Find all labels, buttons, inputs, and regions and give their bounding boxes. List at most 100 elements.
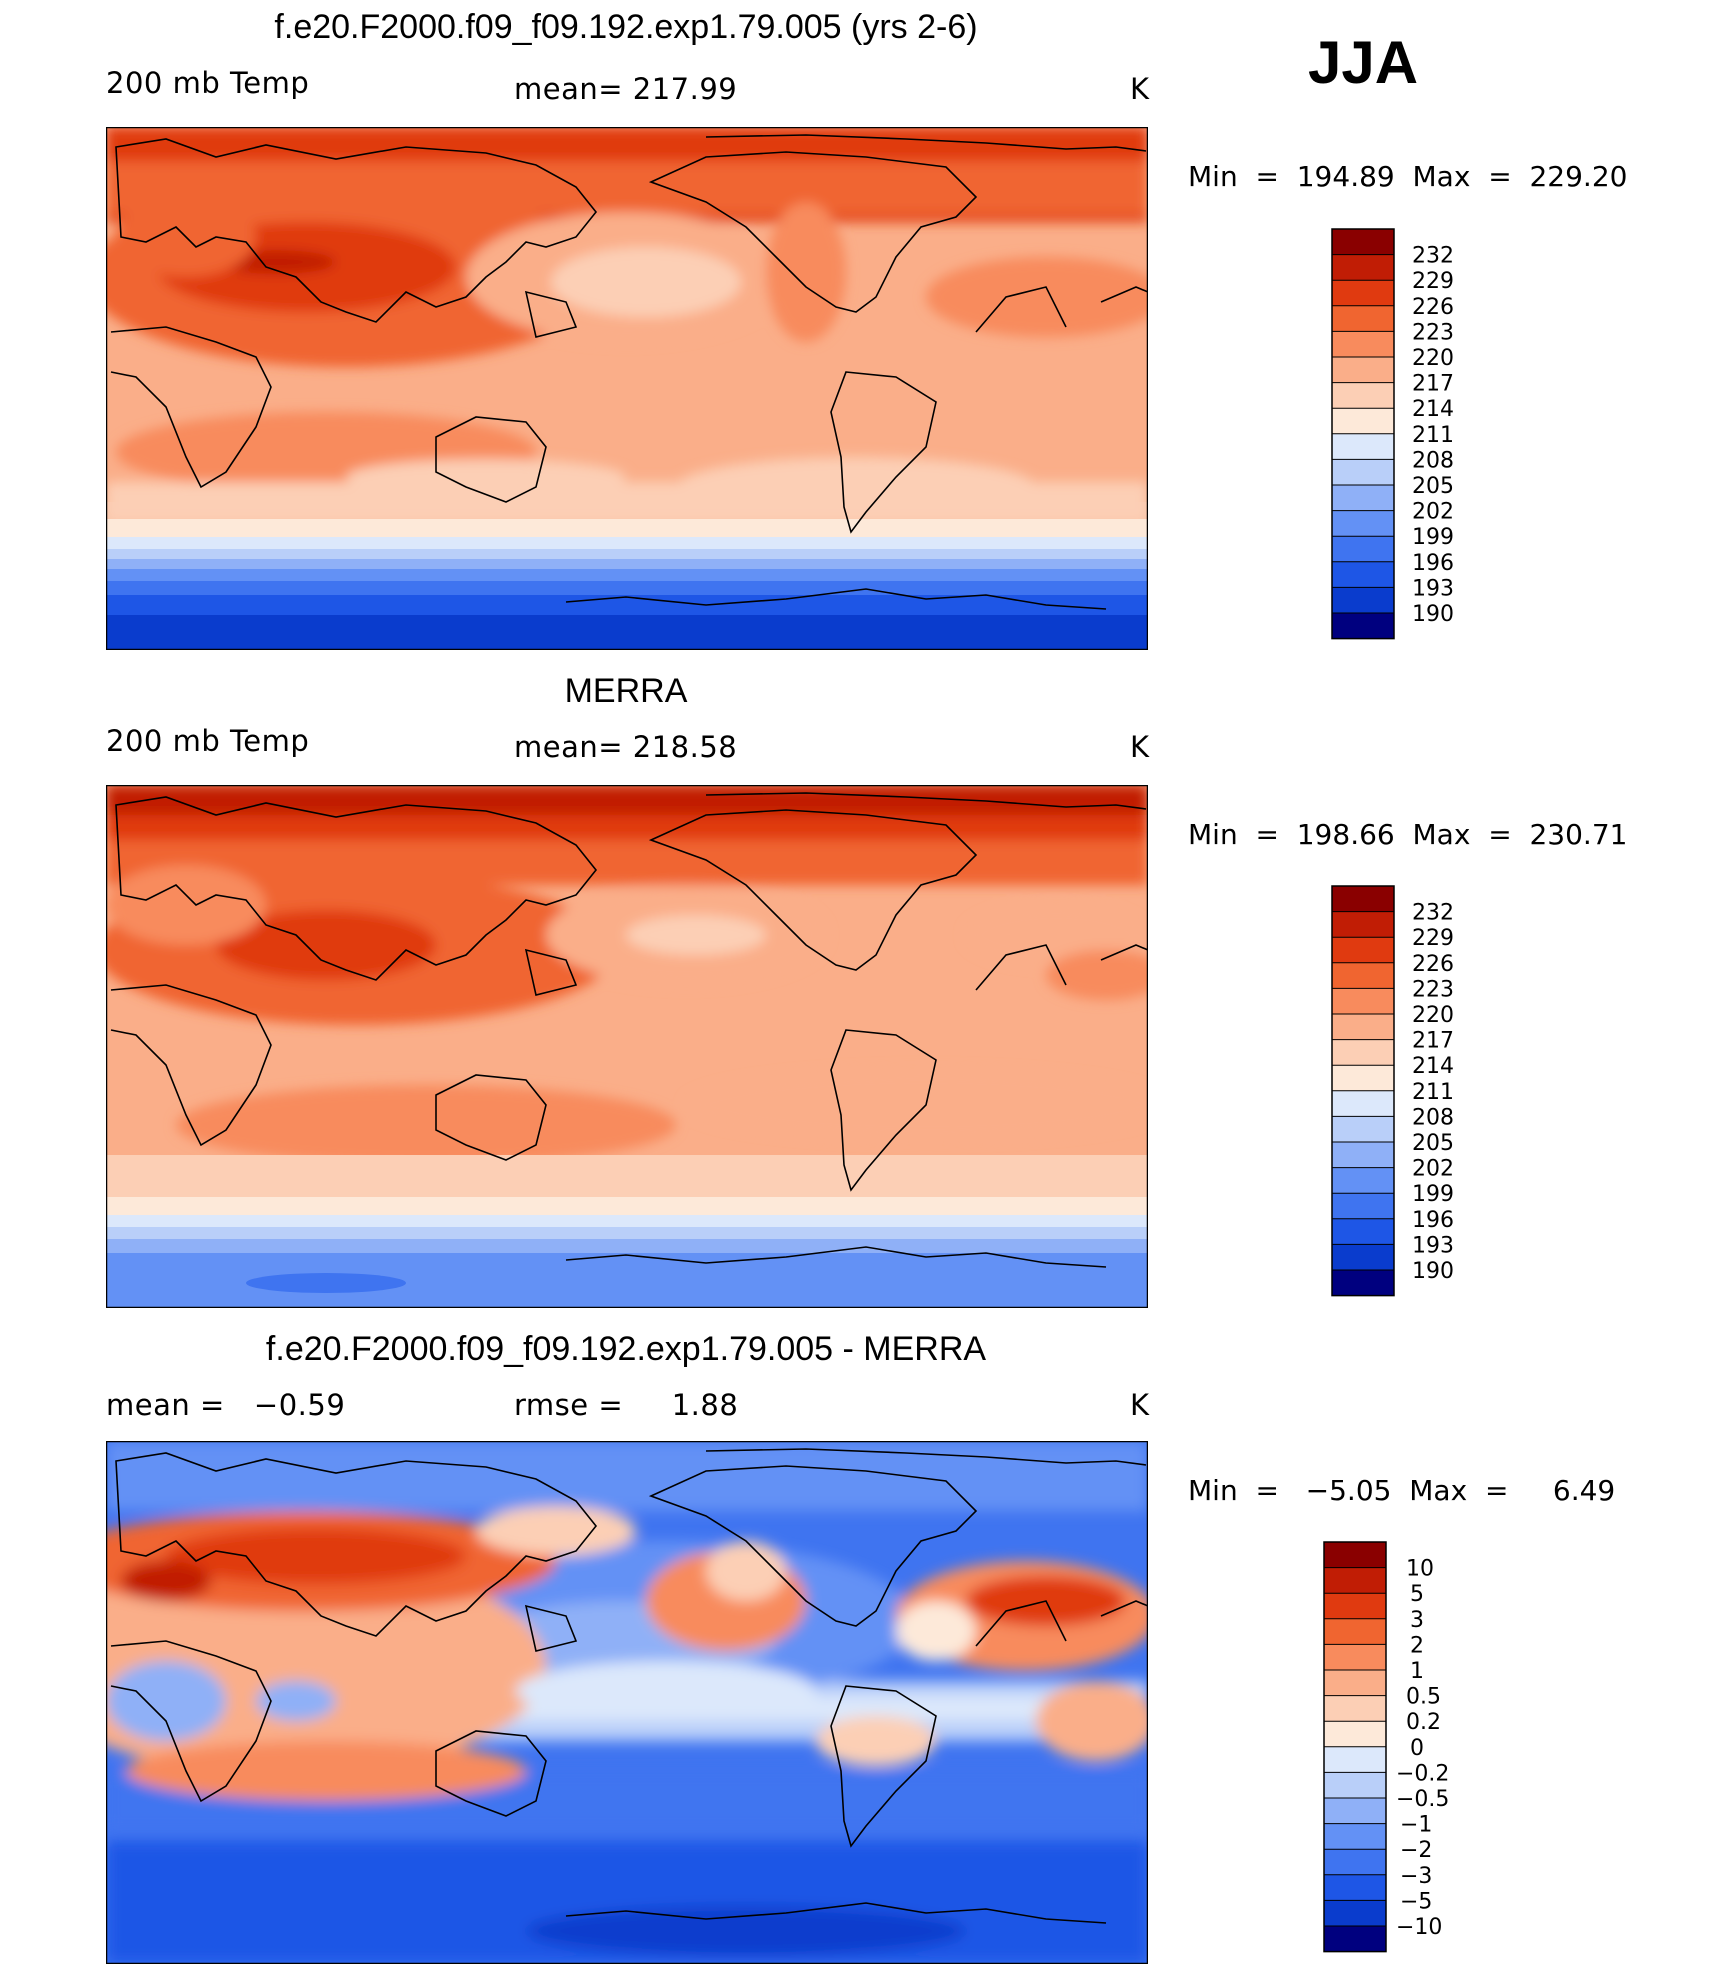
cbar2-swatch <box>1332 886 1394 912</box>
cbar2-label: 193 <box>1412 1233 1454 1258</box>
panel-2-min-max: Min = 198.66 Max = 230.71 <box>1188 818 1628 851</box>
cbar3-label: −2 <box>1400 1838 1432 1863</box>
cbar1-label: 211 <box>1412 423 1454 448</box>
cbar2-swatch <box>1332 1090 1394 1117</box>
cbar1-swatch <box>1332 229 1394 255</box>
cbar1-label: 202 <box>1412 500 1454 525</box>
cbar3-swatch <box>1324 1721 1386 1747</box>
cbar2-label: 208 <box>1412 1105 1454 1130</box>
panel-2-title: MERRA <box>564 672 688 710</box>
cbar1-label: 214 <box>1412 397 1454 422</box>
cbar1-swatch <box>1332 485 1394 511</box>
panel-2-units: K <box>1130 730 1150 764</box>
cbar2-label: 199 <box>1412 1182 1454 1207</box>
cbar3-swatch <box>1324 1542 1386 1568</box>
cbar1-swatch <box>1332 433 1394 460</box>
cbar1-label: 220 <box>1412 346 1454 371</box>
cbar3-label: −0.2 <box>1396 1761 1449 1786</box>
cbar1-swatch <box>1332 357 1394 383</box>
cbar1-label: 190 <box>1412 602 1454 627</box>
cbar2-swatch <box>1332 1039 1394 1066</box>
cbar3-label: 1 <box>1410 1659 1424 1684</box>
cbar3-label: −1 <box>1400 1813 1432 1838</box>
cbar3-swatch <box>1324 1695 1386 1722</box>
panel-2-variable: 200 mb Temp <box>106 724 310 758</box>
cbar3-label: −5 <box>1400 1889 1432 1914</box>
panel-3-colorbar: 10 5 3 2 1 0.5 0.2 0 −0.2 −0.5 −1 −2 −3 … <box>1323 1541 1449 1953</box>
cbar2-label: 232 <box>1412 901 1454 926</box>
cbar2-swatch <box>1332 1244 1394 1270</box>
cbar2-swatch <box>1332 962 1394 989</box>
cbar3-swatch <box>1324 1823 1386 1850</box>
cbar2-swatch <box>1332 1142 1394 1168</box>
panel-2-map <box>106 785 1148 1308</box>
cbar3-swatch <box>1324 1900 1386 1926</box>
panel-1-min-max: Min = 194.89 Max = 229.20 <box>1188 160 1628 193</box>
cbar3-label: 3 <box>1410 1608 1424 1633</box>
cbar1-swatch <box>1332 382 1394 409</box>
cbar1-swatch <box>1332 613 1394 639</box>
cbar2-label: 217 <box>1412 1029 1454 1054</box>
cbar3-swatch <box>1324 1618 1386 1645</box>
cbar2-swatch <box>1332 1193 1394 1219</box>
panel-3-min-max: Min = −5.05 Max = 6.49 <box>1188 1474 1616 1507</box>
cbar3-swatch <box>1324 1874 1386 1901</box>
cbar1-swatch <box>1332 587 1394 613</box>
cbar1-swatch <box>1332 510 1394 537</box>
cbar3-label: −10 <box>1396 1915 1442 1940</box>
panel-1-title: f.e20.F2000.f09_f09.192.exp1.79.005 (yrs… <box>274 8 978 46</box>
cbar1-label: 196 <box>1412 551 1454 576</box>
cbar2-swatch <box>1332 1014 1394 1040</box>
cbar3-swatch <box>1324 1670 1386 1696</box>
cbar2-label: 211 <box>1412 1080 1454 1105</box>
cbar2-label: 226 <box>1412 952 1454 977</box>
cbar1-label: 199 <box>1412 525 1454 550</box>
cbar1-swatch <box>1332 408 1394 434</box>
panel-1-units: K <box>1130 72 1150 106</box>
cbar2-swatch <box>1332 1270 1394 1296</box>
cbar2-label: 223 <box>1412 977 1454 1002</box>
cbar3-swatch <box>1324 1746 1386 1773</box>
cbar3-swatch <box>1324 1772 1386 1798</box>
cbar1-label: 232 <box>1412 244 1454 269</box>
cbar3-label: 5 <box>1410 1582 1424 1607</box>
cbar2-label: 220 <box>1412 1003 1454 1028</box>
cbar3-swatch <box>1324 1644 1386 1670</box>
panel-3-mean: mean = −0.59 <box>106 1388 346 1422</box>
cbar1-swatch <box>1332 280 1394 306</box>
panel-3-title: f.e20.F2000.f09_f09.192.exp1.79.005 - ME… <box>265 1330 987 1368</box>
cbar1-swatch <box>1332 561 1394 588</box>
cbar2-swatch <box>1332 1065 1394 1091</box>
cbar1-label: 229 <box>1412 269 1454 294</box>
panel-3-rmse: rmse = 1.88 <box>514 1388 739 1422</box>
cbar1-swatch <box>1332 305 1394 332</box>
cbar1-swatch <box>1332 459 1394 485</box>
cbar3-swatch <box>1324 1798 1386 1824</box>
cbar3-label: −3 <box>1400 1864 1432 1889</box>
cbar2-label: 190 <box>1412 1259 1454 1284</box>
cbar2-swatch <box>1332 1218 1394 1245</box>
cbar1-swatch <box>1332 254 1394 281</box>
cbar2-label: 205 <box>1412 1131 1454 1156</box>
cbar1-label: 217 <box>1412 372 1454 397</box>
panel-1-colorbar: 232 229 226 223 220 217 214 211 208 205 … <box>1331 228 1454 640</box>
cbar1-swatch <box>1332 331 1394 357</box>
panel-3-map <box>106 1441 1148 1964</box>
cbar2-swatch <box>1332 937 1394 963</box>
cbar2-swatch <box>1332 1167 1394 1194</box>
panel-2-mean: mean= 218.58 <box>514 730 738 764</box>
panel-1-map <box>106 127 1148 650</box>
panel-1-variable: 200 mb Temp <box>106 66 310 100</box>
cbar1-swatch <box>1332 536 1394 562</box>
cbar2-label: 202 <box>1412 1157 1454 1182</box>
cbar3-swatch <box>1324 1567 1386 1594</box>
cbar3-swatch <box>1324 1849 1386 1875</box>
cbar3-label: 0.2 <box>1406 1710 1441 1735</box>
cbar1-label: 205 <box>1412 474 1454 499</box>
cbar2-label: 196 <box>1412 1208 1454 1233</box>
cbar3-label: 0 <box>1410 1736 1424 1761</box>
cbar1-label: 223 <box>1412 320 1454 345</box>
panel-2-colorbar: 232 229 226 223 220 217 214 211 208 205 … <box>1331 885 1454 1297</box>
cbar1-label: 193 <box>1412 576 1454 601</box>
cbar3-label: 0.5 <box>1406 1685 1441 1710</box>
